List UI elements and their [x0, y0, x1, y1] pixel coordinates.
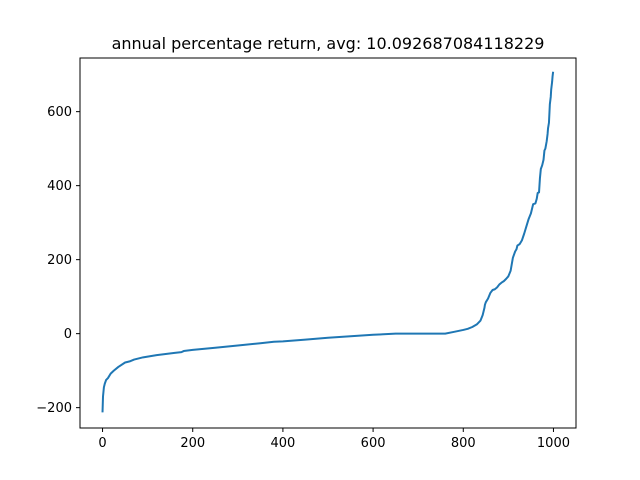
- x-tick-label: 1000: [537, 436, 570, 451]
- x-tick-label: 800: [451, 436, 476, 451]
- x-tick-label: 400: [270, 436, 295, 451]
- y-tick-label: 200: [47, 253, 72, 268]
- series-line: [101, 71, 555, 413]
- x-tick-label: 200: [180, 436, 205, 451]
- plot-frame: [79, 57, 577, 429]
- y-tick-label: 0: [64, 327, 72, 342]
- x-axis: 0 200 400 600 800 1000: [98, 428, 570, 451]
- chart-title: annual percentage return, avg: 10.092687…: [112, 34, 545, 53]
- y-tick-label: 600: [47, 105, 72, 120]
- plot-area: [80, 58, 576, 428]
- y-axis: −200 0 200 400 600: [36, 105, 80, 416]
- x-tick-label: 600: [361, 436, 386, 451]
- x-tick-label: 0: [98, 436, 106, 451]
- y-tick-label: −200: [36, 401, 72, 416]
- y-tick-label: 400: [47, 179, 72, 194]
